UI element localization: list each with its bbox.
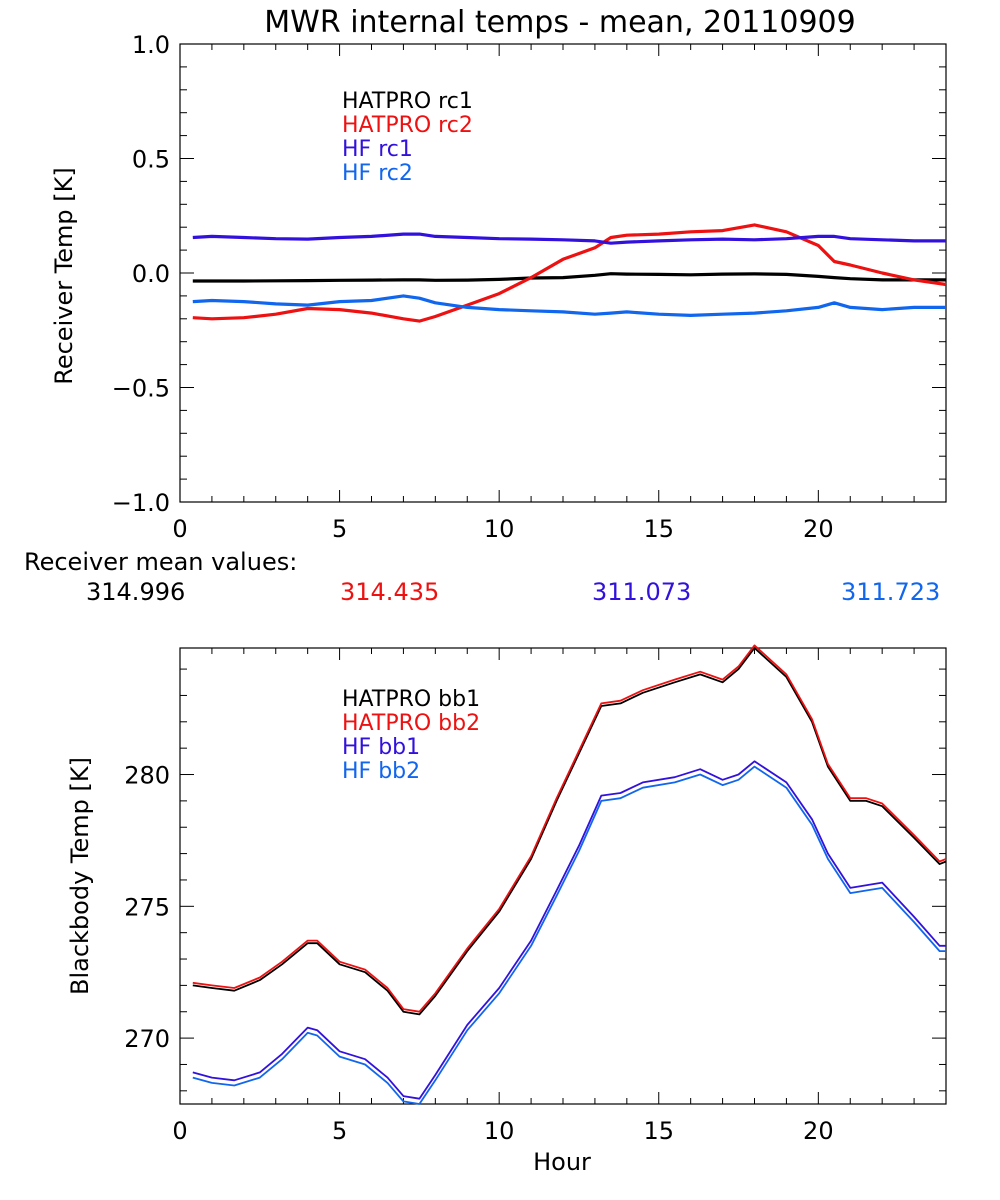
mean-value-hatpro-rc2: 314.435: [340, 578, 439, 606]
receiver-x-tick-label: 0: [172, 515, 187, 543]
blackbody-legend-item: HF bb1: [342, 735, 420, 760]
blackbody-series-line-0: [192, 647, 947, 1016]
blackbody-y-tick-label: 280: [124, 762, 170, 790]
blackbody-series-lines: [192, 644, 947, 1105]
chart-title: MWR internal temps - mean, 20110909: [264, 5, 855, 40]
receiver-legend-item: HATPRO rc1: [342, 89, 473, 114]
receiver-y-tick-label: 0.5: [132, 146, 170, 174]
blackbody-x-tick-label: 10: [484, 1117, 515, 1145]
receiver-x-tick-label: 10: [484, 515, 515, 543]
blackbody-x-tick-label: 0: [172, 1117, 187, 1145]
blackbody-y-tick-label: 270: [124, 1025, 170, 1053]
blackbody-x-tick-label: 20: [803, 1117, 834, 1145]
receiver-y-tick-label: 0.0: [132, 260, 170, 288]
blackbody-temp-panel: 0 5 10 15 20 280 275 270 Blackbody Temp [K] Hou…: [66, 644, 947, 1176]
receiver-plot-frame: [179, 43, 947, 503]
mean-value-hatpro-rc1: 314.996: [86, 578, 185, 606]
receiver-series-line-1: [192, 223, 947, 323]
blackbody-y-tick-label: 275: [124, 893, 170, 921]
receiver-legend-item: HF rc1: [342, 137, 413, 162]
receiver-legend-item: HATPRO rc2: [342, 113, 473, 138]
blackbody-y-axis-label: Blackbody Temp [K]: [66, 757, 94, 995]
blackbody-series-line-3: [192, 765, 946, 1105]
blackbody-legend-item: HF bb2: [342, 759, 420, 784]
mean-value-hf-rc2: 311.723: [841, 578, 940, 606]
receiver-x-tick-label: 20: [803, 515, 834, 543]
blackbody-x-tick-label: 15: [643, 1117, 674, 1145]
receiver-series-line-0: [192, 272, 946, 283]
receiver-y-tick-label: −1.0: [112, 489, 170, 517]
blackbody-x-tick-label: 5: [332, 1117, 347, 1145]
receiver-series-line-2: [192, 232, 946, 245]
mean-value-hf-rc1: 311.073: [592, 578, 691, 606]
receiver-y-tick-label: −0.5: [112, 375, 170, 403]
blackbody-series-line-2: [192, 760, 946, 1100]
x-axis-label: Hour: [533, 1148, 591, 1176]
blackbody-series-line-1: [192, 644, 947, 1013]
receiver-legend-item: HF rc2: [342, 161, 413, 186]
receiver-y-axis-label: Receiver Temp [K]: [50, 167, 78, 385]
receiver-x-tick-label: 5: [332, 515, 347, 543]
blackbody-legend-item: HATPRO bb1: [342, 687, 480, 712]
receiver-series-line-3: [192, 294, 946, 317]
receiver-axis-ticks: 0 5 10 15 20 1.0 0.5 0.0 −0.5 −1.0: [112, 31, 947, 543]
receiver-mean-values: Receiver mean values: 314.996 314.435 31…: [24, 548, 940, 606]
blackbody-axis-ticks: 0 5 10 15 20 280 275 270: [124, 648, 947, 1145]
receiver-series-lines: [192, 223, 947, 323]
receiver-temp-panel: 0 5 10 15 20 1.0 0.5 0.0 −0.5 −1.0 Receiver Temp …: [50, 31, 947, 543]
receiver-y-tick-label: 1.0: [132, 31, 170, 59]
mean-values-label: Receiver mean values:: [24, 548, 297, 576]
blackbody-legend-item: HATPRO bb2: [342, 711, 480, 736]
receiver-x-tick-label: 15: [643, 515, 674, 543]
